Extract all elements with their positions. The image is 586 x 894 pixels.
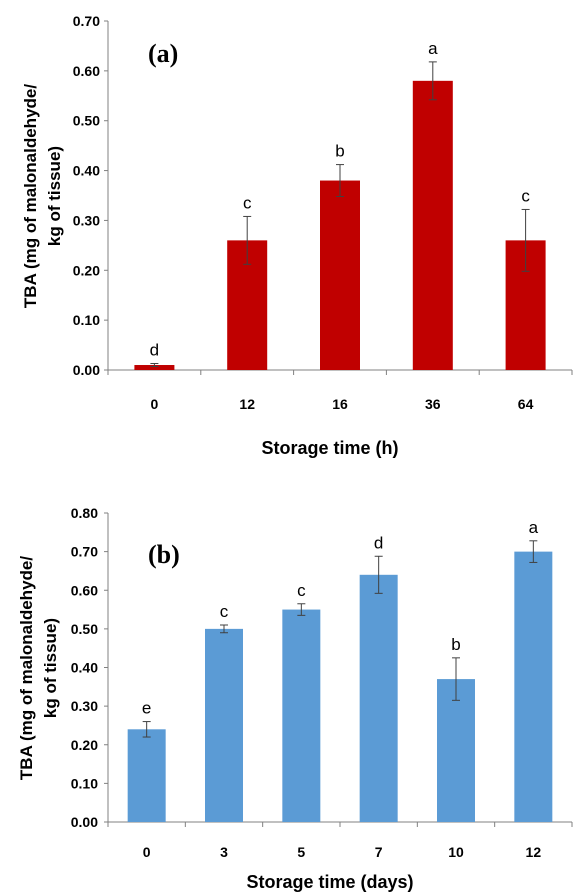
chart-a-x-tick-label: 16 bbox=[332, 396, 348, 412]
chart-a-panel-label: (a) bbox=[148, 39, 178, 68]
chart-b-bar bbox=[127, 729, 166, 822]
chart-b-x-tick-label: 12 bbox=[526, 844, 542, 860]
chart-b-y-tick-label: 0.10 bbox=[71, 775, 98, 791]
chart-a-significance-letter: c bbox=[243, 193, 252, 212]
chart-a-y-tick-label: 0.20 bbox=[73, 262, 100, 278]
chart-b-bar bbox=[282, 609, 321, 822]
chart-b-significance-letter: c bbox=[297, 581, 306, 600]
chart-b-x-tick-label: 10 bbox=[448, 844, 464, 860]
chart-b-y-axis-title-line: TBA (mg of malonaldehyde/ bbox=[17, 556, 36, 780]
chart-b-y-tick-label: 0.80 bbox=[71, 505, 98, 521]
chart-a-x-axis-title: Storage time (h) bbox=[261, 438, 398, 458]
chart-b-y-tick-label: 0.70 bbox=[71, 544, 98, 560]
chart-b-x-axis-title: Storage time (days) bbox=[246, 872, 413, 892]
chart-b-bar bbox=[359, 574, 398, 822]
chart-b-y-axis-title-line: kg of tissue) bbox=[41, 618, 60, 718]
chart-b-y-tick-label: 0.20 bbox=[71, 737, 98, 753]
chart-a-y-axis-title-line: TBA (mg of malonaldehyde/ bbox=[21, 84, 40, 308]
chart-b-x-tick-label: 7 bbox=[375, 844, 383, 860]
chart-a-y-tick-label: 0.50 bbox=[73, 113, 100, 129]
chart-a-y-tick-label: 0.70 bbox=[73, 13, 100, 29]
chart-b-bar bbox=[437, 679, 475, 822]
chart-b-y-tick-label: 0.60 bbox=[71, 582, 98, 598]
chart-b-panel-label: (b) bbox=[148, 540, 180, 569]
chart-a-significance-letter: a bbox=[428, 39, 438, 58]
chart-b-bar bbox=[205, 628, 243, 822]
chart-a-y-tick-label: 0.60 bbox=[73, 63, 100, 79]
chart-a-y-axis-title-line: kg of tissue) bbox=[45, 146, 64, 246]
chart-b-x-tick-label: 3 bbox=[220, 844, 228, 860]
chart-b-y-tick-label: 0.40 bbox=[71, 660, 98, 676]
chart-a-y-tick-label: 0.40 bbox=[73, 163, 100, 179]
chart-b-y-tick-label: 0.50 bbox=[71, 621, 98, 637]
chart-a-bar bbox=[320, 180, 360, 370]
chart-a-bar bbox=[412, 80, 453, 370]
chart-a-x-tick-label: 36 bbox=[425, 396, 441, 412]
chart-a-y-tick-label: 0.10 bbox=[73, 312, 100, 328]
chart-b-x-tick-label: 0 bbox=[143, 844, 151, 860]
chart-b-significance-letter: a bbox=[529, 518, 539, 537]
chart-a-y-tick-label: 0.00 bbox=[73, 362, 100, 378]
chart-a-x-tick-label: 0 bbox=[151, 396, 159, 412]
chart-a-significance-letter: b bbox=[335, 142, 344, 161]
chart-b-y-tick-label: 0.30 bbox=[71, 698, 98, 714]
chart-a-x-tick-label: 64 bbox=[518, 396, 534, 412]
chart-a-y-tick-label: 0.30 bbox=[73, 212, 100, 228]
chart-a-significance-letter: c bbox=[521, 186, 530, 205]
chart-a-bar bbox=[134, 365, 175, 370]
chart-b-significance-letter: e bbox=[142, 699, 151, 718]
chart-a-significance-letter: d bbox=[150, 341, 159, 360]
chart-b-x-tick-label: 5 bbox=[297, 844, 305, 860]
chart-b-significance-letter: b bbox=[451, 635, 460, 654]
chart-b-significance-letter: d bbox=[374, 533, 383, 552]
chart-b-significance-letter: c bbox=[220, 602, 229, 621]
chart-a-x-tick-label: 12 bbox=[239, 396, 255, 412]
chart-b-y-tick-label: 0.00 bbox=[71, 814, 98, 830]
chart-b-bar bbox=[514, 551, 553, 822]
